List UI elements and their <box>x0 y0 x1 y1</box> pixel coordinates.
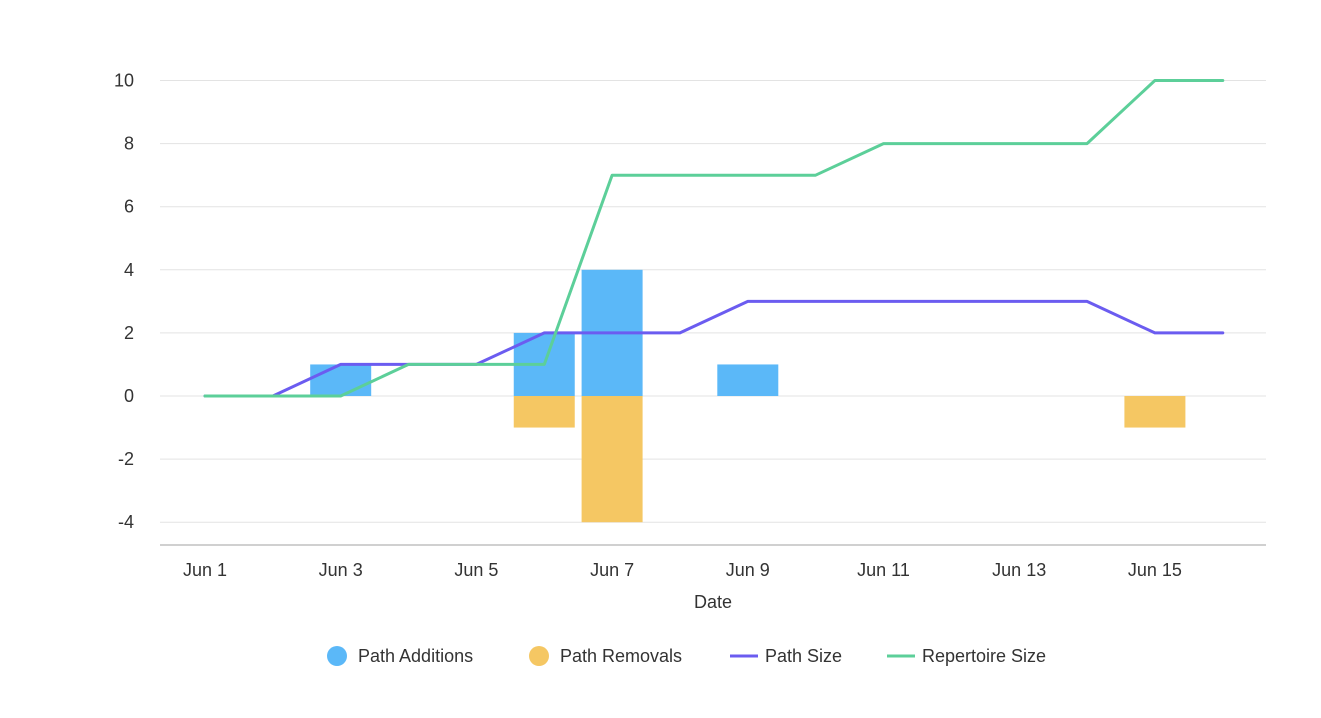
x-tick-label: Jun 3 <box>319 560 363 580</box>
legend-item-path-additions[interactable]: Path Additions <box>327 646 473 666</box>
grid-layer <box>160 80 1266 546</box>
legend: Path Additions Path Removals Path Size Repe… <box>327 646 1046 666</box>
legend-label-path-removals: Path Removals <box>560 646 682 666</box>
legend-item-path-size[interactable]: Path Size <box>730 646 842 666</box>
x-tick-label: Jun 13 <box>992 560 1046 580</box>
y-tick-label: 8 <box>124 134 134 154</box>
x-axis-title: Date <box>694 592 732 612</box>
x-axis-ticks: Jun 1 Jun 3 Jun 5 Jun 7 Jun 9 Jun 11 Jun 13 Jun… <box>183 560 1182 580</box>
path-removals-bar <box>513 396 575 428</box>
x-tick-label: Jun 9 <box>726 560 770 580</box>
path-additions-bar <box>310 364 372 396</box>
legend-item-repertoire-size[interactable]: Repertoire Size <box>887 646 1046 666</box>
y-tick-label: 10 <box>114 71 134 91</box>
y-tick-label: 2 <box>124 323 134 343</box>
x-tick-label: Jun 7 <box>590 560 634 580</box>
legend-swatch-path-removals <box>529 646 549 666</box>
path-size-line <box>203 299 1225 398</box>
y-tick-label: -2 <box>118 449 134 469</box>
legend-label-path-additions: Path Additions <box>358 646 473 666</box>
legend-label-path-size: Path Size <box>765 646 842 666</box>
line-layer <box>203 79 1225 398</box>
x-tick-label: Jun 1 <box>183 560 227 580</box>
legend-label-repertoire-size: Repertoire Size <box>922 646 1046 666</box>
y-tick-label: 6 <box>124 197 134 217</box>
y-tick-label: 4 <box>124 260 134 280</box>
y-tick-label: 0 <box>124 386 134 406</box>
legend-swatch-path-additions <box>327 646 347 666</box>
y-tick-label: -4 <box>118 512 134 532</box>
x-tick-label: Jun 15 <box>1128 560 1182 580</box>
repertoire-size-line <box>203 79 1225 398</box>
path-removals-bar <box>581 396 643 523</box>
path-removals-bar <box>1124 396 1186 428</box>
legend-item-path-removals[interactable]: Path Removals <box>529 646 682 666</box>
y-axis-ticks: -4 -2 0 2 4 6 8 10 <box>114 71 134 533</box>
x-tick-label: Jun 11 <box>857 560 910 580</box>
path-additions-bar <box>717 364 779 396</box>
x-tick-label: Jun 5 <box>454 560 498 580</box>
